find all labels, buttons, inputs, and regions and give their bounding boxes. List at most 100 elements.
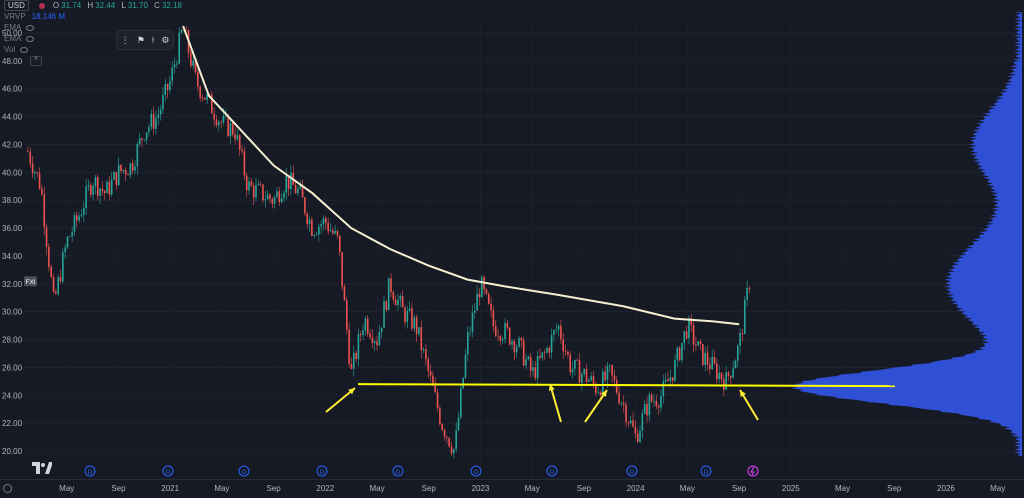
volume-profile-area [791,12,1022,457]
candle-body [695,344,697,346]
dividend-marker-icon[interactable] [238,465,250,477]
support-line [357,383,896,388]
candle-body [494,326,497,336]
candle-body [632,420,634,427]
candle-body [467,331,469,355]
candle-body [89,184,92,195]
candle-body [87,184,90,187]
eye-icon[interactable] [20,46,29,53]
candle-body [325,218,327,223]
indicator-ema-2[interactable]: EMA [4,34,22,43]
candle-body [567,351,569,355]
candle-body [553,330,555,335]
drawing-toolbar: ⋮ ⚑ ⍿ ⚙ [116,30,174,50]
candle-body [518,337,520,347]
indicator-ema-1[interactable]: EMA [4,23,22,32]
dividend-marker-icon[interactable] [162,465,174,477]
drag-handle-icon[interactable]: ⋮ [120,34,130,45]
candle-body [169,81,171,91]
candle-body [178,32,181,64]
collapse-legend-button[interactable]: ^ [30,55,42,66]
candle-body [236,135,239,140]
dividend-marker-icon[interactable] [700,465,712,477]
arrow-head [600,390,607,397]
candle-body [227,115,229,137]
candle-body [406,310,409,323]
gear-icon[interactable] [3,484,12,493]
candle-body [231,123,234,135]
settings-icon[interactable]: ⚙ [161,34,170,45]
dividend-marker-icon[interactable] [546,465,558,477]
indicator-vol[interactable]: Vol [4,45,16,54]
candle-body [383,301,385,328]
candle-body [192,60,194,66]
candle-body [529,356,532,371]
candle-body [327,222,329,232]
candle-body [259,183,262,185]
candle-body [571,368,574,373]
candle-body [720,372,723,380]
currency-selector[interactable]: USD [4,0,29,11]
candle-body [620,402,623,404]
candle-body [148,126,150,133]
candle-body [653,400,655,402]
dividend-marker-icon[interactable] [626,465,638,477]
candle-body [702,344,704,366]
y-tick-label: 20.00 [2,447,23,456]
candle-body [441,424,444,430]
candle-body [611,365,613,376]
candle-body [150,113,153,127]
candle-body [511,340,513,345]
x-tick-label: 2022 [316,484,334,493]
dividend-marker-icon[interactable] [392,465,404,477]
candle-body [487,293,490,304]
candle-body [362,330,364,336]
dividend-marker-icon[interactable] [316,465,328,477]
candle-body [622,402,625,405]
candle-body [199,86,201,98]
chart-legend: USD O 31.74 H 32.44 L 31.70 C 32.18 VRVP 18.… [0,0,186,66]
x-tick-label: 2025 [782,484,800,493]
candle-body [185,30,187,31]
y-tick-label: 40.00 [2,168,23,177]
candle-body [157,114,160,119]
candle-body [646,404,648,416]
volume-value: 18.146 M [31,12,65,21]
candle-body [48,246,50,267]
candle-body [543,352,546,353]
pin-icon[interactable]: ⍿ [151,34,155,45]
candle-body [674,359,676,381]
flag-icon[interactable]: ⚑ [136,34,145,45]
candle-body [492,310,495,327]
candle-body [569,354,572,373]
volume-profile [791,12,1022,457]
candle-body [636,433,639,443]
candle-body [101,188,104,191]
y-tick-label: 32.00 [2,280,23,289]
indicator-vrvp[interactable]: VRVP [4,12,26,21]
candle-body [69,236,71,238]
x-tick-label: May [59,484,74,493]
eye-icon[interactable] [26,35,35,42]
candle-body [497,335,499,337]
x-tick-label: 2026 [937,484,955,493]
x-tick-label: May [680,484,695,493]
open-value: 31.74 [61,1,82,10]
dividend-marker-icon[interactable] [470,465,482,477]
dividend-marker-icon[interactable] [84,465,96,477]
candle-body [480,277,483,298]
price-axis[interactable]: 50.00 48.00 46.00 44.00 42.00 40.00 38.00 36.00… [2,29,37,456]
candle-body [315,234,318,236]
candle-body [385,301,388,311]
candle-body [376,341,378,346]
candle-body [439,408,441,425]
earnings-marker-icon[interactable] [747,465,759,477]
candle-body [504,322,506,340]
eye-icon[interactable] [26,24,35,31]
candle-body [171,67,174,82]
time-axis[interactable]: May Sep 2021 May Sep 2022 May Sep 2023 May Sep 2024… [0,479,1024,494]
lightning-icon [750,466,755,476]
candle-body [304,197,306,214]
arrow-head [348,388,355,395]
